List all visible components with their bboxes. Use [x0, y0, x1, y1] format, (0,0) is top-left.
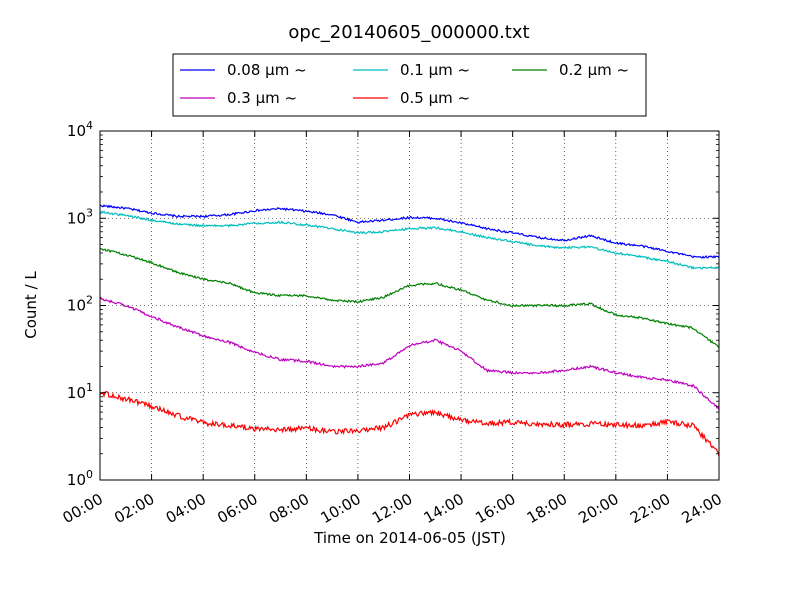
y-axis-label: Count / L — [22, 271, 40, 339]
series-line — [99, 210, 719, 270]
series-line — [99, 248, 720, 349]
legend-box — [172, 53, 647, 117]
x-tick-label: 22:00 — [627, 490, 673, 527]
x-tick-label: 10:00 — [317, 490, 363, 527]
x-axis-label: Time on 2014-06-05 (JST) — [313, 529, 506, 547]
y-tick-label: 103 — [67, 206, 93, 227]
y-tick-label: 102 — [67, 294, 93, 315]
chart-title: opc_20140605_000000.txt — [288, 22, 529, 43]
x-tick-label: 02:00 — [111, 490, 157, 527]
legend-label: 0.3 μm ~ — [227, 89, 297, 107]
x-tick-label: 12:00 — [369, 490, 415, 527]
y-tick-label: 104 — [67, 119, 93, 140]
x-tick-label: 08:00 — [266, 490, 312, 527]
x-tick-label: 24:00 — [679, 490, 725, 527]
legend-label: 0.2 μm ~ — [559, 61, 629, 79]
legend-label: 0.08 μm ~ — [227, 61, 307, 79]
x-tick-label: 00:00 — [60, 490, 106, 527]
y-tick-label: 101 — [67, 381, 93, 402]
series-line — [99, 296, 720, 410]
series-line — [99, 204, 720, 259]
x-tick-label: 04:00 — [163, 490, 209, 527]
x-tick-label: 14:00 — [421, 490, 467, 527]
series-line — [99, 391, 720, 457]
x-tick-label: 06:00 — [214, 490, 260, 527]
y-tick-label: 100 — [67, 468, 93, 489]
series-lines — [99, 204, 720, 457]
legend-label: 0.1 μm ~ — [400, 61, 470, 79]
x-tick-label: 18:00 — [524, 490, 570, 527]
x-tick-label: 20:00 — [575, 490, 621, 527]
legend: 0.08 μm ~ 0.1 μm ~ 0.2 μm ~ 0.3 μm ~ 0.5 μm … — [172, 53, 647, 117]
x-tick-label: 16:00 — [472, 490, 518, 527]
legend-label: 0.5 μm ~ — [400, 89, 470, 107]
